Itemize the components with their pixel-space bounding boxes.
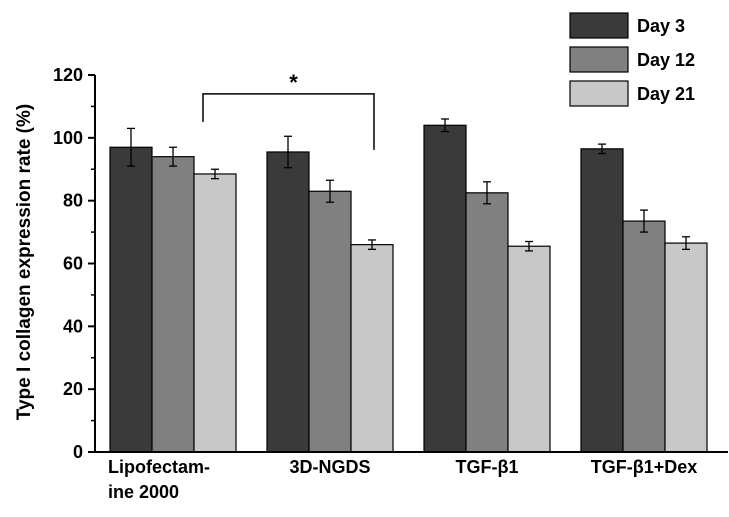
bar bbox=[350, 244, 394, 453]
error-bars bbox=[127, 118, 690, 252]
legend-label: Day 21 bbox=[637, 84, 695, 104]
x-tick-label-line: ine 2000 bbox=[108, 482, 179, 502]
y-axis: 0 20 40 60 80 100 120 bbox=[53, 65, 96, 462]
legend-swatch bbox=[569, 80, 629, 107]
x-tick-label: TGF-β1 bbox=[456, 457, 519, 477]
x-tick-label-line: TGF-β1+Dex bbox=[591, 457, 698, 477]
x-tick-label: 3D-NGDS bbox=[289, 457, 370, 477]
y-tick-label: 120 bbox=[53, 65, 83, 85]
x-axis: Lipofectam-ine 2000 3D-NGDS TGF-β1 TGF-β1+D… bbox=[95, 451, 728, 502]
bar bbox=[423, 124, 467, 453]
bar bbox=[507, 245, 551, 453]
bar bbox=[151, 156, 195, 453]
bar bbox=[266, 151, 310, 453]
significance-star: * bbox=[289, 70, 298, 95]
legend: Day 3 Day 12 Day 21 bbox=[569, 12, 695, 107]
x-tick-label-line: 3D-NGDS bbox=[289, 457, 370, 477]
bar bbox=[109, 146, 153, 453]
significance-bracket bbox=[202, 93, 375, 150]
x-tick-label: Lipofectam-ine 2000 bbox=[108, 457, 210, 502]
y-tick-label: 100 bbox=[53, 128, 83, 148]
y-tick-label: 40 bbox=[63, 316, 83, 336]
bar bbox=[308, 190, 352, 453]
legend-swatch bbox=[569, 46, 629, 73]
legend-swatch bbox=[569, 12, 629, 39]
y-tick-label: 0 bbox=[73, 442, 83, 462]
y-tick-label: 20 bbox=[63, 379, 83, 399]
bars bbox=[109, 124, 708, 453]
x-tick-label-line: Lipofectam- bbox=[108, 457, 210, 477]
bar bbox=[580, 148, 624, 453]
bar bbox=[664, 242, 708, 453]
y-tick-label: 60 bbox=[63, 254, 83, 274]
x-tick-label: TGF-β1+Dex bbox=[591, 457, 698, 477]
bar bbox=[465, 192, 509, 453]
x-tick-label-line: TGF-β1 bbox=[456, 457, 519, 477]
significance-annotation: * bbox=[202, 70, 375, 150]
legend-label: Day 12 bbox=[637, 50, 695, 70]
bar bbox=[193, 173, 237, 453]
y-axis-title: Type I collagen expression rate (%) bbox=[14, 104, 35, 420]
bar bbox=[622, 220, 666, 453]
legend-label: Day 3 bbox=[637, 16, 685, 36]
y-tick-label: 80 bbox=[63, 191, 83, 211]
